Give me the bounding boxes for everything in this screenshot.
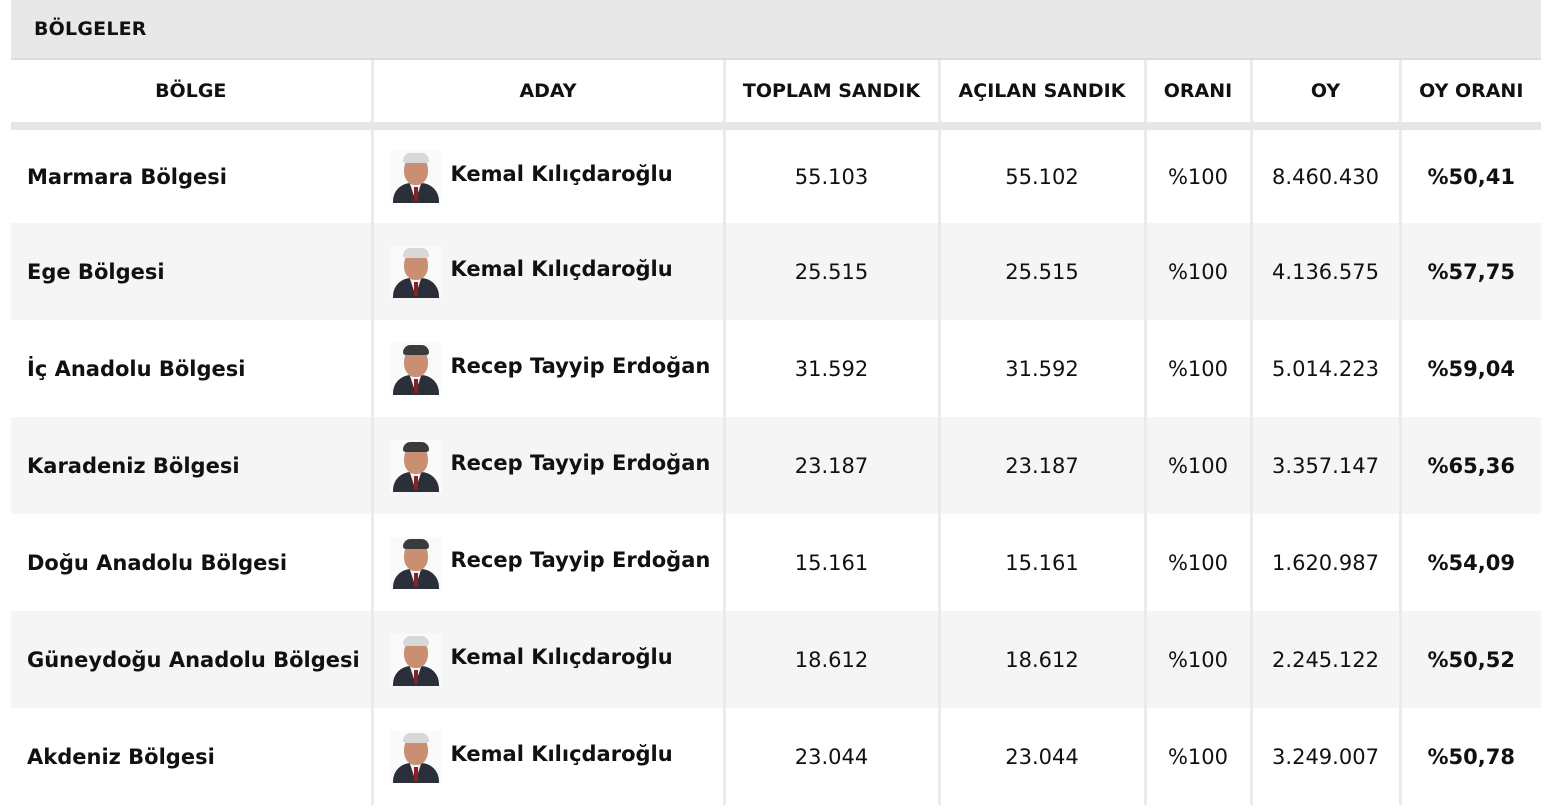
opened-boxes: 25.515 xyxy=(939,223,1147,320)
vote-rate: %65,36 xyxy=(1400,417,1541,514)
column-header-votes[interactable]: OY xyxy=(1251,60,1402,130)
vote-rate: %54,09 xyxy=(1400,514,1541,611)
vote-rate: %57,75 xyxy=(1400,223,1541,320)
candidate-photo-icon xyxy=(389,536,442,589)
candidate-cell: Kemal Kılıçdaroğlu xyxy=(372,126,726,223)
region-name: Güneydoğu Anadolu Bölgesi xyxy=(11,611,374,708)
opened-boxes: 23.044 xyxy=(939,708,1147,805)
region-name: Ege Bölgesi xyxy=(11,223,374,320)
candidate-name: Kemal Kılıçdaroğlu xyxy=(450,161,673,186)
candidate-cell: Recep Tayyip Erdoğan xyxy=(372,417,726,514)
candidate-name: Recep Tayyip Erdoğan xyxy=(450,353,711,378)
candidate-cell: Recep Tayyip Erdoğan xyxy=(372,514,726,611)
column-header-candidate[interactable]: ADAY xyxy=(372,60,726,130)
candidate-cell: Kemal Kılıçdaroğlu xyxy=(372,223,726,320)
regions-table: BÖLGE ADAY TOPLAM SANDIK AÇILAN SANDIK O… xyxy=(11,60,1541,805)
table-row[interactable]: Güneydoğu Anadolu Bölgesi Kemal Kılıçdaro… xyxy=(11,611,1541,708)
column-header-region[interactable]: BÖLGE xyxy=(11,60,374,130)
vote-rate: %50,78 xyxy=(1400,708,1541,805)
opened-rate: %100 xyxy=(1145,126,1253,223)
total-boxes: 25.515 xyxy=(724,223,941,320)
table-row[interactable]: Marmara Bölgesi Kemal Kılıçdaroğlu 55.103 5… xyxy=(11,126,1541,223)
candidate-name: Kemal Kılıçdaroğlu xyxy=(450,741,673,766)
candidate-name: Kemal Kılıçdaroğlu xyxy=(450,644,673,669)
region-name: İç Anadolu Bölgesi xyxy=(11,320,374,417)
column-header-opened-boxes[interactable]: AÇILAN SANDIK xyxy=(939,60,1147,130)
candidate-name: Kemal Kılıçdaroğlu xyxy=(450,256,673,281)
candidate-photo-icon xyxy=(389,245,442,298)
candidate-photo-icon xyxy=(389,150,442,203)
section-title: BÖLGELER xyxy=(11,0,1541,60)
opened-rate: %100 xyxy=(1145,223,1253,320)
table-row[interactable]: Karadeniz Bölgesi Recep Tayyip Erdoğan 23.… xyxy=(11,417,1541,514)
opened-boxes: 55.102 xyxy=(939,126,1147,223)
region-name: Akdeniz Bölgesi xyxy=(11,708,374,805)
vote-count: 5.014.223 xyxy=(1251,320,1402,417)
opened-boxes: 15.161 xyxy=(939,514,1147,611)
total-boxes: 18.612 xyxy=(724,611,941,708)
candidate-photo-icon xyxy=(389,439,442,492)
opened-boxes: 18.612 xyxy=(939,611,1147,708)
table-row[interactable]: İç Anadolu Bölgesi Recep Tayyip Erdoğan 31… xyxy=(11,320,1541,417)
region-name: Marmara Bölgesi xyxy=(11,126,374,223)
vote-count: 1.620.987 xyxy=(1251,514,1402,611)
column-header-rate[interactable]: ORANI xyxy=(1145,60,1253,130)
candidate-cell: Kemal Kılıçdaroğlu xyxy=(372,708,726,805)
opened-rate: %100 xyxy=(1145,611,1253,708)
candidate-name: Recep Tayyip Erdoğan xyxy=(450,547,711,572)
opened-boxes: 31.592 xyxy=(939,320,1147,417)
region-name: Karadeniz Bölgesi xyxy=(11,417,374,514)
column-header-total-boxes[interactable]: TOPLAM SANDIK xyxy=(724,60,941,130)
table-row[interactable]: Doğu Anadolu Bölgesi Recep Tayyip Erdoğan… xyxy=(11,514,1541,611)
vote-rate: %59,04 xyxy=(1400,320,1541,417)
opened-rate: %100 xyxy=(1145,514,1253,611)
total-boxes: 23.187 xyxy=(724,417,941,514)
table-row[interactable]: Ege Bölgesi Kemal Kılıçdaroğlu 25.515 25.51… xyxy=(11,223,1541,320)
table-body: Marmara Bölgesi Kemal Kılıçdaroğlu 55.103 5… xyxy=(11,126,1541,805)
region-name: Doğu Anadolu Bölgesi xyxy=(11,514,374,611)
total-boxes: 23.044 xyxy=(724,708,941,805)
vote-count: 4.136.575 xyxy=(1251,223,1402,320)
total-boxes: 31.592 xyxy=(724,320,941,417)
candidate-cell: Kemal Kılıçdaroğlu xyxy=(372,611,726,708)
regions-panel: BÖLGELER BÖLGE ADAY TOPLAM SANDIK AÇILAN… xyxy=(11,0,1541,805)
total-boxes: 55.103 xyxy=(724,126,941,223)
table-row[interactable]: Akdeniz Bölgesi Kemal Kılıçdaroğlu 23.044 2… xyxy=(11,708,1541,805)
column-header-vote-rate[interactable]: OY ORANI xyxy=(1400,60,1541,130)
vote-count: 2.245.122 xyxy=(1251,611,1402,708)
vote-count: 3.357.147 xyxy=(1251,417,1402,514)
candidate-photo-icon xyxy=(389,633,442,686)
vote-rate: %50,41 xyxy=(1400,126,1541,223)
opened-rate: %100 xyxy=(1145,320,1253,417)
vote-rate: %50,52 xyxy=(1400,611,1541,708)
candidate-name: Recep Tayyip Erdoğan xyxy=(450,450,711,475)
opened-boxes: 23.187 xyxy=(939,417,1147,514)
candidate-photo-icon xyxy=(389,730,442,783)
opened-rate: %100 xyxy=(1145,708,1253,805)
candidate-photo-icon xyxy=(389,342,442,395)
table-header-row: BÖLGE ADAY TOPLAM SANDIK AÇILAN SANDIK O… xyxy=(11,60,1541,130)
opened-rate: %100 xyxy=(1145,417,1253,514)
total-boxes: 15.161 xyxy=(724,514,941,611)
vote-count: 8.460.430 xyxy=(1251,126,1402,223)
vote-count: 3.249.007 xyxy=(1251,708,1402,805)
candidate-cell: Recep Tayyip Erdoğan xyxy=(372,320,726,417)
